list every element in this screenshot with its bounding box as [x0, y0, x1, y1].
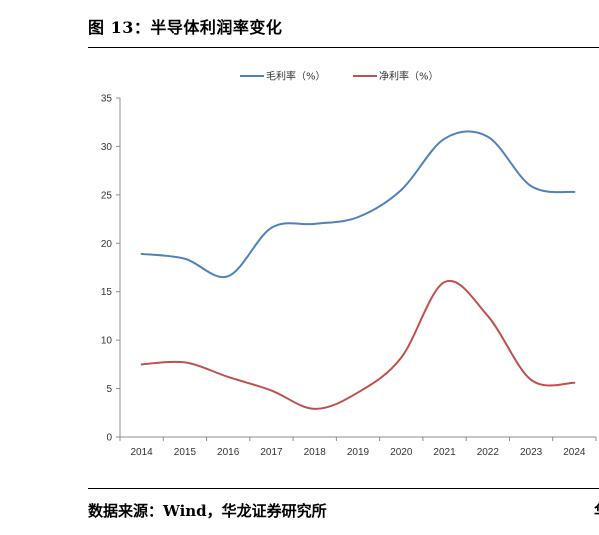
- y-tick-label: 15: [101, 287, 113, 298]
- x-tick-label: 2023: [520, 447, 543, 458]
- y-tick-label: 0: [106, 433, 112, 444]
- figure-title: 图 13：半导体利润率变化: [88, 18, 283, 37]
- gross-margin-data-point: [270, 227, 272, 229]
- gross-margin-data-point: [227, 275, 229, 277]
- x-tick-label: 2018: [304, 447, 327, 458]
- net-margin-data-point: [184, 361, 186, 363]
- net-margin-data-point: [314, 408, 316, 410]
- x-tick-label: 2015: [174, 447, 197, 458]
- net-margin-data-point: [400, 356, 402, 358]
- source-divider: [88, 488, 599, 489]
- net-margin-data-point: [227, 376, 229, 378]
- x-tick-label: 2021: [433, 447, 456, 458]
- net-margin-data-point: [573, 382, 575, 384]
- net-margin-legend-label: 净利率（%）: [379, 70, 439, 83]
- y-axis: 0 5 10 15 20 25 30 35: [101, 94, 121, 444]
- net-margin-data-point: [487, 315, 489, 317]
- gross-margin-data-point: [573, 191, 575, 193]
- chart-legend: 毛利率（%） 净利率（%）: [240, 70, 439, 83]
- y-tick-label: 5: [106, 384, 112, 395]
- net-margin-data-point: [270, 389, 272, 391]
- x-tick-label: 2014: [131, 447, 154, 458]
- x-tick-label: 2020: [390, 447, 413, 458]
- y-tick-label: 30: [101, 142, 113, 153]
- net-margin-data-point: [357, 391, 359, 393]
- gross-margin-data-point: [140, 253, 142, 255]
- gross-margin-data-point: [357, 216, 359, 218]
- clipped-edge-text-bottom: 华: [594, 500, 599, 521]
- gross-margin-legend-label: 毛利率（%）: [266, 70, 326, 83]
- gross-margin-data-point: [314, 223, 316, 225]
- gross-margin-data-point: [443, 137, 445, 139]
- net-margin-data-point: [530, 379, 532, 381]
- x-tick-label: 2016: [217, 447, 240, 458]
- x-tick-label: 2019: [347, 447, 370, 458]
- series-layer: [140, 130, 576, 410]
- data-source-note: 数据来源：Wind，华龙证券研究所: [88, 502, 327, 520]
- x-tick-label: 2017: [260, 447, 283, 458]
- gross-margin-data-point: [184, 258, 186, 260]
- y-tick-label: 10: [101, 336, 113, 347]
- gross-margin-series-line: [140, 130, 576, 279]
- x-tick-label: 2024: [563, 447, 586, 458]
- gross-margin-data-point: [487, 136, 489, 138]
- net-margin-data-point: [443, 281, 445, 283]
- y-tick-label: 20: [101, 239, 113, 250]
- net-margin-series-line: [140, 279, 576, 410]
- title-divider: [88, 47, 599, 48]
- gross-margin-data-point: [400, 189, 402, 191]
- net-margin-data-point: [140, 363, 142, 365]
- y-tick-label: 25: [101, 190, 113, 201]
- gross-margin-data-point: [530, 185, 532, 187]
- y-tick-label: 35: [101, 94, 113, 105]
- x-axis: 2014 2015 2016 2017 2018 2019 2020 2021 2022 2023…: [119, 436, 597, 458]
- x-tick-label: 2022: [477, 447, 500, 458]
